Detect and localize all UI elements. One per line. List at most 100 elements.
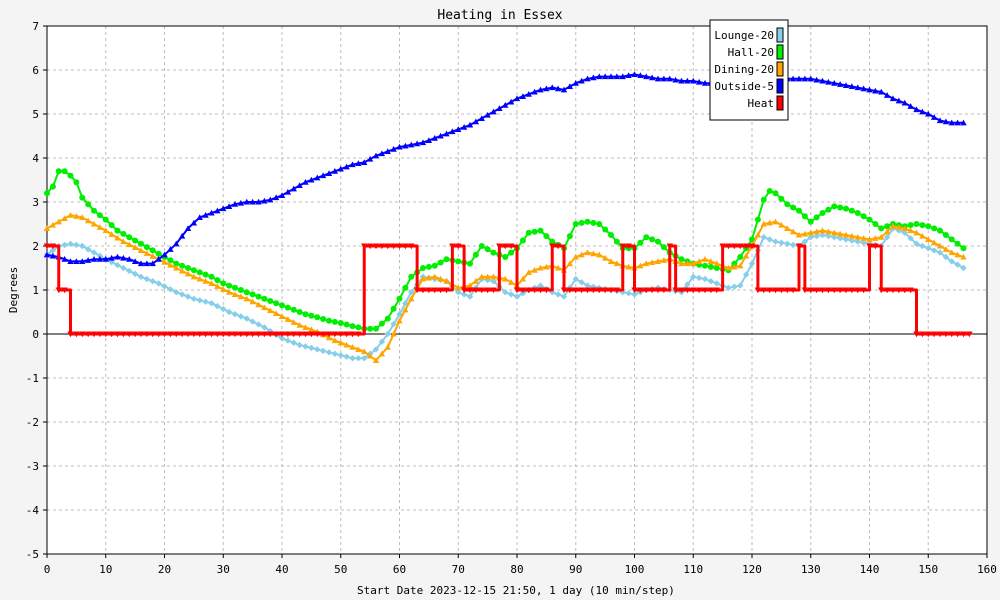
- data-point: [731, 263, 738, 270]
- data-point: [948, 331, 955, 338]
- data-point: [560, 86, 568, 93]
- data-point: [443, 256, 450, 263]
- data-point: [637, 72, 644, 79]
- data-point: [425, 263, 432, 270]
- data-point: [214, 277, 221, 284]
- data-point: [490, 108, 497, 115]
- data-point: [220, 205, 227, 212]
- data-point: [543, 233, 550, 240]
- data-point: [272, 331, 280, 338]
- data-point: [390, 146, 397, 152]
- data-point: [343, 163, 350, 170]
- data-point: [284, 188, 292, 195]
- data-point: [114, 331, 121, 338]
- data-point: [831, 80, 838, 86]
- data-point: [831, 287, 838, 294]
- data-point: [55, 218, 62, 225]
- legend-label: Hall-20: [728, 46, 774, 59]
- data-point: [44, 190, 50, 197]
- data-point: [613, 238, 620, 245]
- data-point: [108, 231, 115, 237]
- data-point: [954, 251, 961, 258]
- data-point: [613, 287, 621, 294]
- data-point: [707, 278, 715, 285]
- data-point: [948, 236, 955, 243]
- data-point: [578, 279, 585, 286]
- data-point: [690, 287, 697, 294]
- data-point: [566, 260, 574, 267]
- data-point: [737, 282, 744, 289]
- data-point: [320, 316, 327, 323]
- data-point: [625, 72, 632, 79]
- data-point: [384, 148, 391, 154]
- data-point: [919, 108, 926, 115]
- data-point: [278, 331, 286, 338]
- data-point: [402, 243, 409, 250]
- data-point: [731, 283, 738, 290]
- y-tick-label: 5: [32, 108, 39, 121]
- data-point: [314, 331, 321, 338]
- data-point: [390, 243, 397, 250]
- data-point: [302, 311, 309, 318]
- data-point: [631, 291, 638, 298]
- x-tick-label: 50: [334, 563, 347, 576]
- data-point: [554, 264, 562, 271]
- data-point: [408, 273, 415, 280]
- data-point: [549, 238, 556, 245]
- data-point: [137, 331, 145, 338]
- data-point: [225, 308, 233, 316]
- data-point: [543, 85, 550, 92]
- data-point: [372, 243, 380, 250]
- data-point: [67, 212, 74, 218]
- data-point: [308, 331, 315, 338]
- data-point: [496, 105, 503, 112]
- data-point: [155, 331, 162, 338]
- data-point: [231, 291, 239, 297]
- data-point: [778, 221, 785, 228]
- data-point: [90, 256, 98, 262]
- data-point: [813, 232, 820, 240]
- data-point: [96, 224, 104, 230]
- data-point: [789, 287, 797, 294]
- data-point: [337, 352, 344, 359]
- data-point: [278, 335, 286, 342]
- data-point: [314, 346, 321, 353]
- data-point: [472, 278, 480, 284]
- data-point: [554, 291, 562, 298]
- data-point: [813, 76, 820, 83]
- data-point: [355, 324, 362, 331]
- data-point: [737, 254, 744, 260]
- data-point: [883, 92, 891, 98]
- data-point: [331, 331, 339, 338]
- data-point: [925, 331, 932, 338]
- data-point: [631, 287, 638, 294]
- data-point: [231, 311, 239, 318]
- data-point: [625, 290, 632, 297]
- data-point: [378, 150, 386, 157]
- x-tick-label: 0: [44, 563, 51, 576]
- data-point: [490, 287, 497, 294]
- data-point: [155, 280, 162, 287]
- data-point: [796, 207, 802, 214]
- data-point: [860, 239, 867, 246]
- data-point: [854, 234, 861, 240]
- data-point: [408, 295, 415, 302]
- data-point: [120, 238, 127, 245]
- data-point: [178, 291, 186, 298]
- data-point: [408, 243, 415, 250]
- data-point: [102, 227, 109, 234]
- data-point: [578, 77, 585, 84]
- data-point: [331, 337, 339, 344]
- data-point: [91, 207, 97, 214]
- data-point: [208, 280, 215, 286]
- data-point: [478, 115, 485, 121]
- data-point: [225, 289, 233, 295]
- data-point: [936, 117, 944, 124]
- data-point: [878, 88, 885, 95]
- data-point: [155, 250, 162, 257]
- series-outside-5: [43, 71, 967, 267]
- data-point: [255, 198, 262, 205]
- data-point: [901, 229, 908, 236]
- data-point: [731, 243, 738, 250]
- data-point: [584, 75, 591, 82]
